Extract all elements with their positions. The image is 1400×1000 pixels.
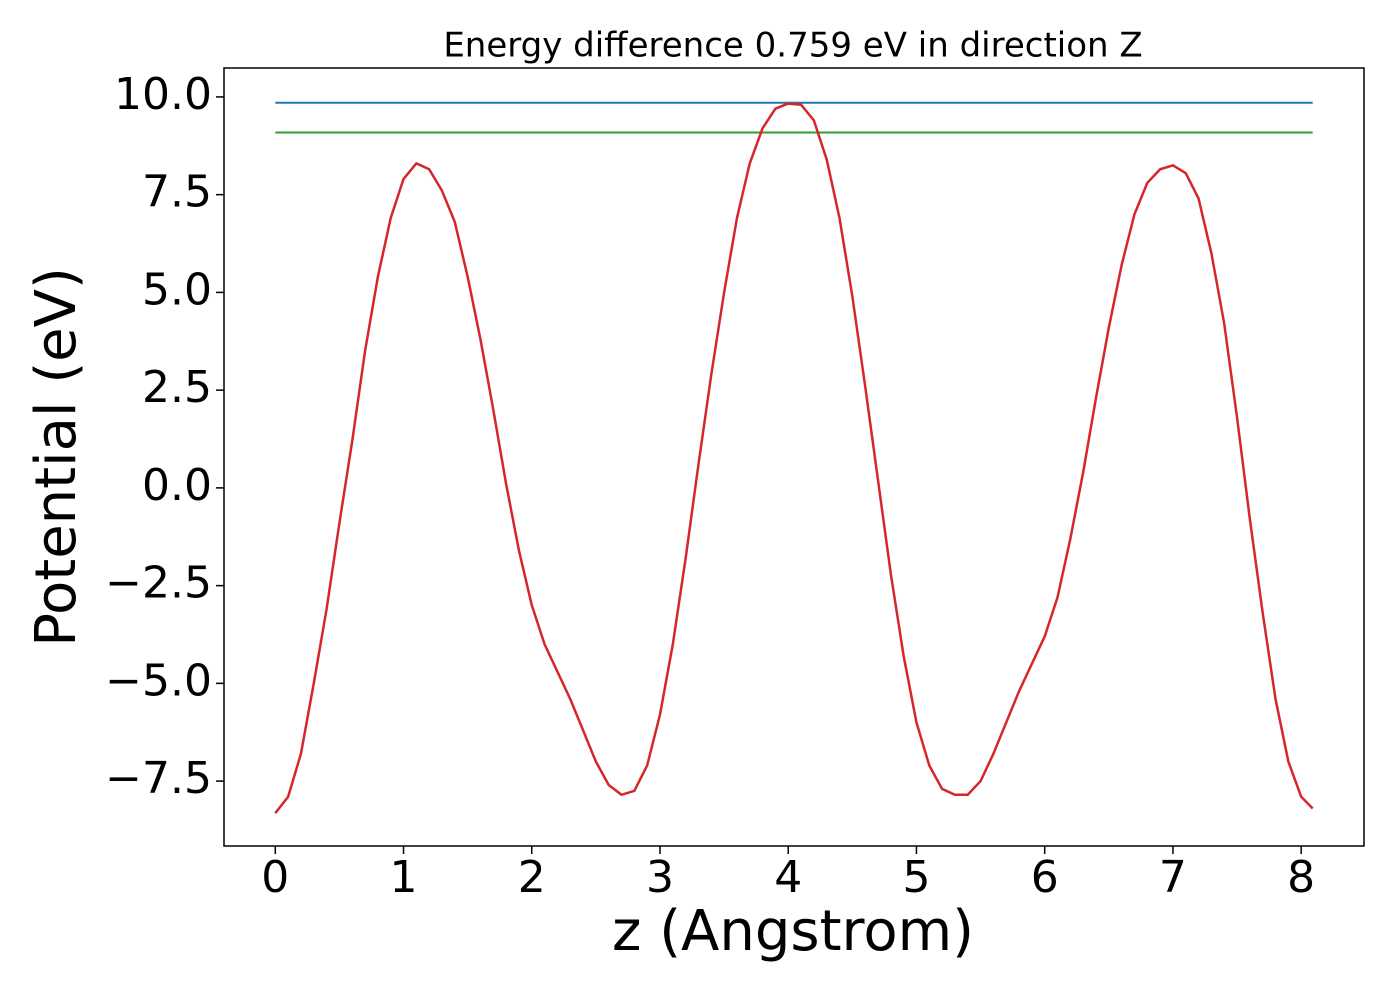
x-tick-label: 8 bbox=[1287, 852, 1315, 903]
y-tick-label: 0.0 bbox=[142, 460, 212, 511]
chart-title: Energy difference 0.759 eV in direction … bbox=[443, 26, 1142, 66]
y-tick-label: 5.0 bbox=[142, 264, 212, 315]
y-axis-label: Potential (eV) bbox=[24, 267, 89, 647]
x-tick-label: 6 bbox=[1031, 852, 1059, 903]
y-tick-label: 2.5 bbox=[142, 362, 212, 413]
x-tick-label: 4 bbox=[774, 852, 802, 903]
x-tick-label: 2 bbox=[518, 852, 546, 903]
plot-frame bbox=[223, 67, 1365, 847]
x-tick-label: 7 bbox=[1159, 852, 1187, 903]
y-tick-label: −5.0 bbox=[105, 655, 212, 706]
y-tick-label: 10.0 bbox=[114, 69, 212, 120]
y-tick-label: −2.5 bbox=[105, 558, 212, 609]
x-tick-label: 1 bbox=[390, 852, 418, 903]
x-tick-label: 0 bbox=[261, 852, 289, 903]
x-tick-label: 5 bbox=[902, 852, 930, 903]
y-tick-label: 7.5 bbox=[142, 167, 212, 218]
y-tick-label: −7.5 bbox=[105, 753, 212, 804]
x-axis-label: z (Angstrom) bbox=[612, 899, 974, 964]
x-tick-label: 3 bbox=[646, 852, 674, 903]
line bbox=[274, 102, 1314, 814]
